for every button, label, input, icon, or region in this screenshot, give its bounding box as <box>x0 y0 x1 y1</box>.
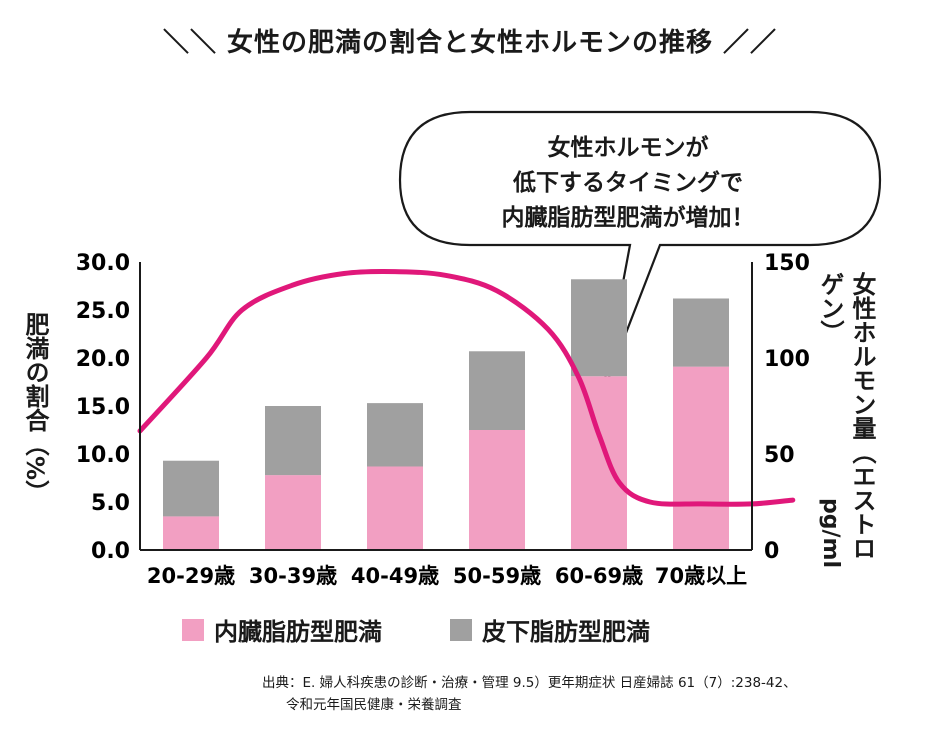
tick-labels: 20-29歳 30-39歳 40-49歳 50-59歳 60-69歳 70歳以上 0.0 5.… <box>76 251 810 588</box>
bar-subcutaneous <box>673 298 729 367</box>
legend-item-visceral: 内臓脂肪型肥満 <box>182 612 382 647</box>
bar-subcutaneous <box>367 403 423 467</box>
chart-title: ＼＼ 女性の肥満の割合と女性ホルモンの推移 ／／ <box>162 28 778 58</box>
y-tick-label-right: 50 <box>764 443 795 468</box>
y-axis-right-label: 女性ホルモン量（エストロゲン） <box>816 272 876 560</box>
hormone-line <box>137 268 796 507</box>
y-tick-label-right: 100 <box>764 347 810 372</box>
x-tick-label: 40-49歳 <box>351 564 439 588</box>
y-axis-left-label: 肥満の割合（%） <box>21 312 49 505</box>
y-tick-label-left: 30.0 <box>76 251 130 276</box>
callout-bubble <box>398 110 882 396</box>
y-tick-label-left: 15.0 <box>76 395 130 420</box>
bar-visceral <box>571 376 627 550</box>
bar-group <box>163 279 729 550</box>
bar-visceral <box>469 430 525 550</box>
bar-visceral <box>163 516 219 550</box>
legend-label-subcutaneous: 皮下脂肪型肥満 <box>482 618 650 646</box>
bar-subcutaneous <box>265 406 321 476</box>
bar-visceral <box>673 366 729 550</box>
callout-line-3: 内臓脂肪型肥満が増加！ <box>501 205 755 231</box>
y-tick-label-left: 5.0 <box>91 491 130 516</box>
y-tick-label-left: 25.0 <box>76 299 130 324</box>
source-citation: 出典：E. 婦人科疾患の診断・治療・管理 9.5）更年期症状 日産婦誌 61（7… <box>262 672 797 716</box>
callout-line-2: 低下するタイミングで <box>513 170 743 196</box>
bar-visceral <box>367 466 423 550</box>
x-tick-label: 50-59歳 <box>453 564 541 588</box>
x-tick-label: 30-39歳 <box>249 564 337 588</box>
y-tick-label-left: 10.0 <box>76 443 130 468</box>
source-line-1: 出典：E. 婦人科疾患の診断・治療・管理 9.5）更年期症状 日産婦誌 61（7… <box>262 675 797 691</box>
y-tick-label-left: 20.0 <box>76 347 130 372</box>
bar-subcutaneous <box>571 279 627 377</box>
bar-visceral <box>265 475 321 550</box>
legend: 内臓脂肪型肥満 皮下脂肪型肥満 <box>0 612 940 648</box>
legend-swatch-subcutaneous <box>450 618 472 641</box>
bar-subcutaneous <box>163 460 219 517</box>
y-tick-label-left: 0.0 <box>91 539 130 564</box>
x-tick-label: 70歳以上 <box>655 564 747 588</box>
legend-label-visceral: 内臓脂肪型肥満 <box>214 618 382 646</box>
bar-subcutaneous <box>469 351 525 430</box>
legend-item-subcutaneous: 皮下脂肪型肥満 <box>450 612 650 647</box>
legend-swatch-visceral <box>182 618 204 641</box>
x-tick-label: 20-29歳 <box>147 564 235 588</box>
callout-line-1: 女性ホルモンが <box>547 135 709 161</box>
y-tick-label-right: 150 <box>764 251 810 276</box>
y-tick-label-right: 0 <box>764 539 779 564</box>
source-line-2: 令和元年国民健康・栄養調査 <box>286 697 462 713</box>
x-tick-label: 60-69歳 <box>555 564 643 588</box>
callout-text: 女性ホルモンが 低下するタイミングで 内臓脂肪型肥満が増加！ <box>418 131 838 236</box>
y-axis-right-unit: pg/ml <box>818 498 843 568</box>
